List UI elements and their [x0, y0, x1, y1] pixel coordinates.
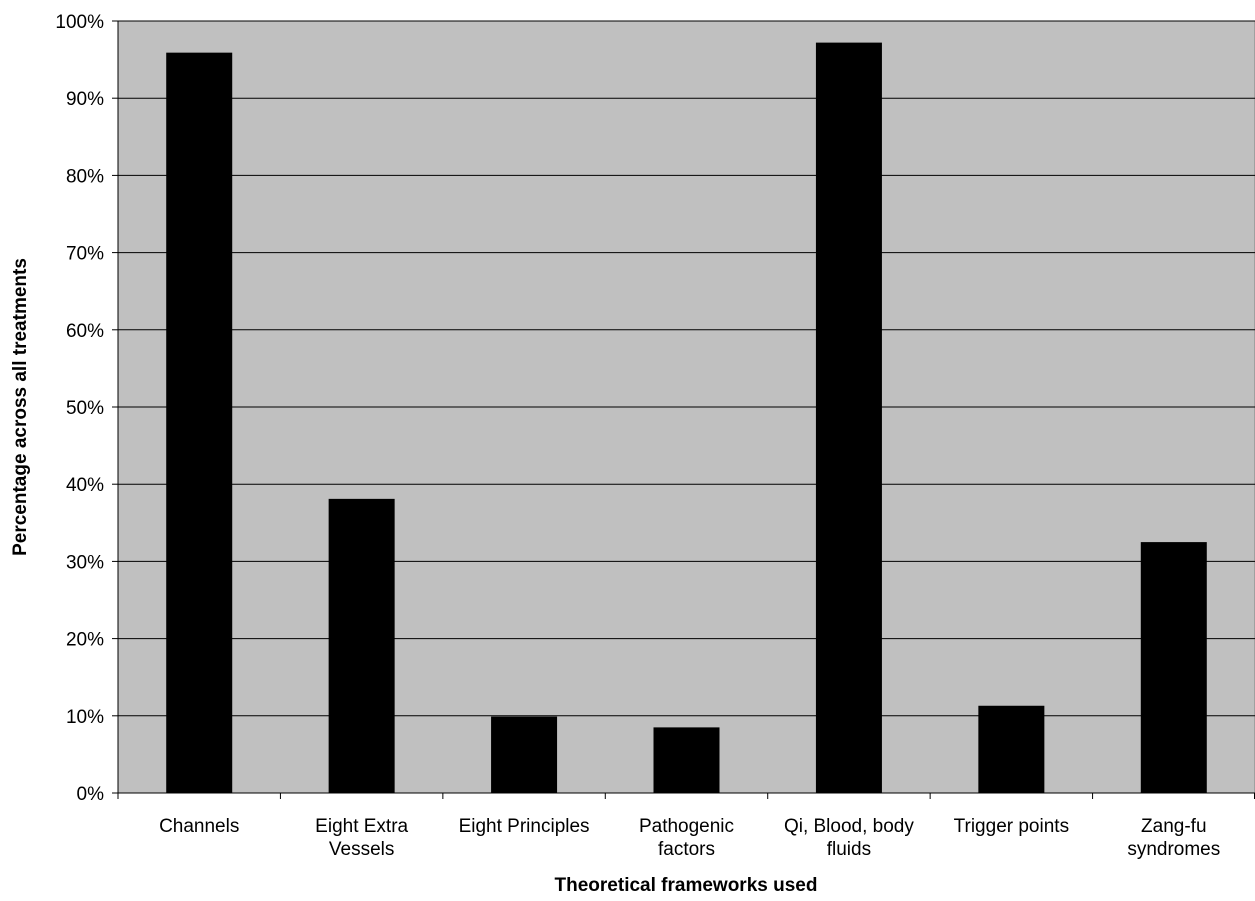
- gridlines: [118, 20, 1255, 717]
- y-tick-label: 100%: [55, 12, 104, 33]
- bar: [166, 52, 233, 794]
- bar: [1140, 542, 1207, 793]
- y-tick-label: 90%: [66, 89, 104, 110]
- y-tick-label: 30%: [66, 552, 104, 573]
- bar: [491, 716, 558, 793]
- bar: [978, 705, 1045, 793]
- x-category-label: Eight Extra Vessels: [315, 816, 408, 860]
- bar: [328, 498, 395, 793]
- x-category-label: Eight Principles: [459, 816, 590, 837]
- x-axis-title: Theoretical frameworks used: [555, 875, 818, 896]
- y-tick-label: 50%: [66, 398, 104, 419]
- y-tick-label: 70%: [66, 244, 104, 265]
- y-tick-labels: 0% 10% 20% 30% 40% 50% 60% 70% 80% 90% 100%: [55, 12, 104, 805]
- y-tick-label: 60%: [66, 321, 104, 342]
- y-tick-label: 40%: [66, 475, 104, 496]
- bar: [653, 727, 720, 793]
- y-axis-title: Percentage across all treatments: [10, 258, 31, 556]
- bar: [815, 42, 882, 793]
- x-category-label: Pathogenic factors: [639, 816, 734, 860]
- x-category-labels: Channels Eight Extra Vessels Eight Principl…: [159, 816, 1220, 860]
- y-tick-label: 10%: [66, 707, 104, 728]
- x-category-label: Qi, Blood, body fluids: [784, 816, 914, 860]
- x-category-label: Zang-fu syndromes: [1127, 816, 1220, 860]
- x-category-label: Channels: [159, 816, 239, 837]
- y-tick-label: 20%: [66, 630, 104, 651]
- y-tick-label: 80%: [66, 166, 104, 187]
- axes: [112, 20, 1255, 799]
- bars: [166, 42, 1207, 794]
- y-tick-label: 0%: [77, 784, 105, 805]
- x-category-label: Trigger points: [954, 816, 1069, 837]
